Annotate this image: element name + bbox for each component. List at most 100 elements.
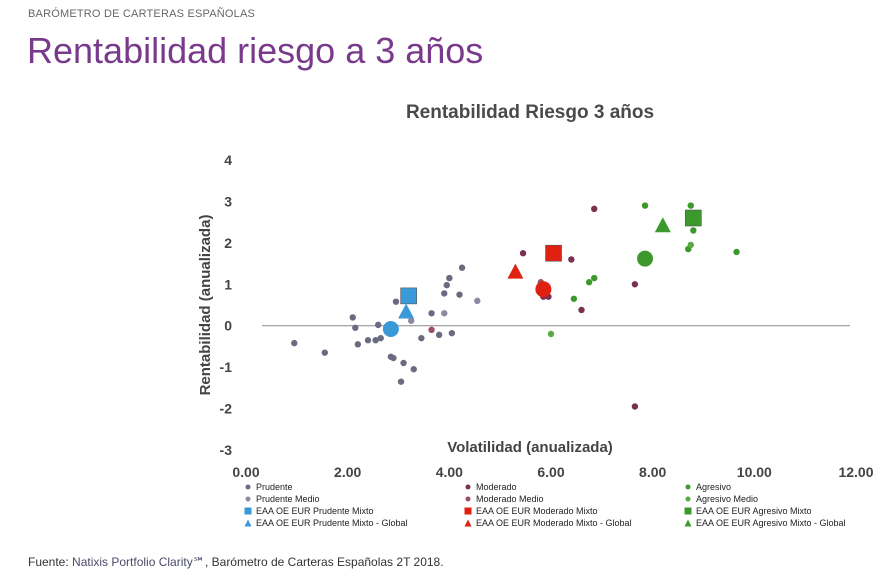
- data-point: [687, 202, 694, 209]
- y-tick-label: 3: [224, 193, 232, 209]
- data-point: [690, 227, 697, 234]
- data-point: [443, 281, 450, 289]
- source-rest: , Barómetro de Carteras Españolas 2T 201…: [204, 555, 444, 569]
- legend-item: Prudente: [244, 482, 293, 492]
- legend-label: EAA OE EUR Prudente Mixto - Global: [256, 518, 408, 528]
- legend-item: Prudente Medio: [244, 494, 320, 504]
- data-point: [448, 329, 456, 337]
- data-point: [585, 279, 593, 286]
- data-point: [591, 205, 598, 213]
- x-tick-label: 6.00: [537, 464, 564, 480]
- header-label: BARÓMETRO DE CARTERAS ESPAÑOLAS: [28, 8, 256, 20]
- data-point: [390, 354, 397, 362]
- data-point: [733, 248, 740, 256]
- data-point: [400, 359, 407, 367]
- data-point-average: [382, 321, 399, 338]
- legend-label: Prudente Medio: [256, 494, 320, 504]
- legend-label: Moderado: [476, 482, 517, 492]
- data-point-triangle: [507, 263, 524, 279]
- x-tick-label: 10.00: [737, 464, 772, 480]
- legend-marker-icon: [465, 496, 471, 502]
- data-point-triangle: [398, 303, 415, 319]
- legend-marker-icon: [684, 507, 692, 515]
- data-point: [377, 334, 384, 342]
- y-tick-label: -3: [220, 442, 233, 458]
- data-point: [474, 297, 481, 305]
- source-prefix: Fuente:: [28, 555, 73, 569]
- data-point: [349, 314, 356, 321]
- legend-label: EAA OE EUR Prudente Mixto: [256, 506, 374, 516]
- legend-label: EAA OE EUR Agresivo Mixto - Global: [696, 518, 846, 528]
- data-point: [631, 403, 639, 410]
- data-point: [441, 310, 448, 317]
- y-tick-label: 0: [224, 318, 232, 334]
- legend-marker-icon: [464, 507, 472, 515]
- data-point-square: [400, 287, 417, 305]
- legend-item: EAA OE EUR Moderado Mixto: [464, 506, 598, 516]
- legend-marker-icon: [245, 496, 251, 502]
- data-point: [631, 281, 639, 288]
- data-point: [410, 366, 417, 373]
- y-tick-label: 2: [224, 235, 232, 251]
- legend-item: Moderado Medio: [464, 494, 544, 504]
- legend-label: Moderado Medio: [476, 494, 544, 504]
- source-brand: Natixis Portfolio Clarity℠: [72, 555, 205, 569]
- x-tick-label: 12.00: [838, 464, 873, 480]
- legend-item: Agresivo Medio: [684, 494, 758, 504]
- legend-marker-icon: [244, 507, 252, 515]
- data-point: [519, 250, 527, 257]
- legend-marker-icon: [245, 484, 251, 490]
- legend-label: Agresivo: [696, 482, 732, 492]
- legend-item: EAA OE EUR Prudente Mixto: [244, 506, 374, 516]
- data-point: [441, 290, 448, 297]
- data-point: [397, 378, 405, 385]
- page-title: Rentabilidad riesgo a 3 años: [27, 30, 484, 71]
- data-point: [578, 306, 585, 314]
- data-point: [291, 339, 298, 347]
- x-tick-label: 4.00: [436, 464, 463, 480]
- data-point-average: [637, 250, 654, 267]
- data-point: [428, 326, 435, 334]
- legend-label: EAA OE EUR Agresivo Mixto: [696, 506, 812, 516]
- data-point: [364, 337, 372, 344]
- data-point: [456, 291, 463, 298]
- data-point-triangle: [654, 217, 671, 233]
- y-tick-label: 1: [224, 276, 232, 292]
- y-axis-label: Rentabilidad (anualizada): [197, 215, 214, 396]
- x-tick-label: 8.00: [639, 464, 666, 480]
- x-tick-label: 0.00: [232, 464, 259, 480]
- legend-marker-icon: [465, 484, 471, 490]
- data-point: [408, 317, 415, 324]
- legend-item: EAA OE EUR Agresivo Mixto: [684, 506, 812, 516]
- data-point: [547, 330, 555, 338]
- legend-label: EAA OE EUR Moderado Mixto - Global: [476, 518, 632, 528]
- data-point-square: [685, 209, 702, 227]
- data-point-average: [535, 281, 552, 298]
- data-point: [435, 331, 443, 339]
- legend-label: Prudente: [256, 482, 293, 492]
- data-point: [568, 256, 575, 263]
- legend-item: Moderado: [464, 482, 517, 492]
- data-point: [374, 321, 382, 329]
- legend-marker-icon: [685, 496, 691, 502]
- legend-marker-icon: [685, 484, 691, 490]
- legend-item: Agresivo: [684, 482, 731, 492]
- data-point: [428, 310, 435, 317]
- data-point: [570, 295, 578, 302]
- legend-item: EAA OE EUR Moderado Mixto - Global: [464, 518, 632, 528]
- data-point: [352, 324, 359, 331]
- data-point: [641, 202, 649, 209]
- legend-item: EAA OE EUR Agresivo Mixto - Global: [684, 518, 846, 528]
- data-point: [392, 298, 400, 305]
- source-note: Fuente: Natixis Portfolio Clarity℠, Baró…: [28, 555, 444, 569]
- data-point: [418, 334, 425, 342]
- y-tick-label: -1: [220, 359, 233, 375]
- scatter-chart: Rentabilidad Riesgo 3 años -3 -2 -1 0 1 2 3 4 0.0…: [197, 102, 874, 480]
- x-tick-label: 2.00: [334, 464, 361, 480]
- x-axis-label: Volatilidad (anualizada): [447, 439, 613, 456]
- legend-marker-icon: [244, 519, 252, 527]
- legend-marker-icon: [464, 519, 472, 527]
- data-point: [687, 241, 694, 249]
- data-point: [446, 274, 453, 282]
- legend-label: EAA OE EUR Moderado Mixto: [476, 506, 598, 516]
